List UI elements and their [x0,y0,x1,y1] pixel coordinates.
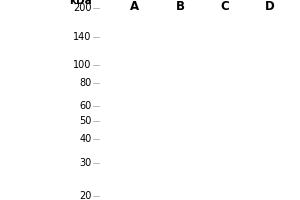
Text: 20: 20 [79,191,92,200]
Ellipse shape [257,105,283,113]
Ellipse shape [212,106,238,112]
Text: D: D [265,0,275,14]
Text: B: B [176,0,184,14]
Bar [165,8,195,196]
Text: kDa: kDa [69,0,92,6]
Text: 30: 30 [79,158,92,168]
Ellipse shape [118,104,152,114]
Text: C: C [220,0,230,14]
Ellipse shape [167,106,193,112]
Bar [255,8,285,196]
Text: 60: 60 [79,101,92,111]
Text: 80: 80 [79,78,92,88]
Ellipse shape [163,104,197,114]
Bar [99,8,297,196]
Bar [120,8,150,196]
Ellipse shape [208,104,242,114]
Text: 100: 100 [73,60,92,70]
Text: 200: 200 [73,3,92,13]
Ellipse shape [253,102,287,116]
Text: 140: 140 [73,32,92,42]
Text: 50: 50 [79,116,92,126]
Bar [210,8,240,196]
Text: A: A [130,0,140,14]
Text: 40: 40 [79,134,92,144]
Ellipse shape [122,106,148,112]
